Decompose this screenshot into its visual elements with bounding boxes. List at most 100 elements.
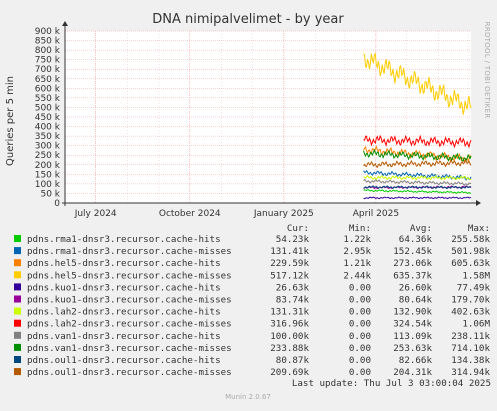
y-tick-label: 800 k <box>35 46 61 56</box>
legend-value: 714.10k <box>451 343 490 354</box>
series-line <box>363 178 472 186</box>
series-line <box>363 185 472 190</box>
legend-swatch <box>14 307 21 315</box>
legend-value: 83.74k <box>276 295 310 306</box>
legend-value: 0.00 <box>349 282 371 293</box>
legend-value: 152.45k <box>393 246 432 257</box>
legend-value: 605.63k <box>451 258 490 269</box>
legend-column-header: Avg: <box>410 223 432 234</box>
legend-value: 2.44k <box>343 270 371 281</box>
series-line <box>363 174 472 181</box>
y-tick-label: 350 k <box>35 132 61 142</box>
legend-value: 1.06M <box>462 319 490 330</box>
legend-value: 82.66k <box>399 355 433 366</box>
legend-value: 0.00 <box>349 367 371 378</box>
legend-value: 1.21k <box>343 258 371 269</box>
legend-value: 1.58M <box>462 270 490 281</box>
y-tick-label: 500 k <box>35 103 61 113</box>
series-line <box>363 134 472 149</box>
legend-value: 26.63k <box>276 282 310 293</box>
legend-value: 233.88k <box>270 343 309 354</box>
y-axis-label: Queries per 5 min <box>5 76 16 166</box>
legend-value: 132.90k <box>393 307 432 318</box>
legend-value: 64.36k <box>399 234 433 245</box>
y-tick-label: 250 k <box>35 151 61 161</box>
y-tick-label: 600 k <box>35 84 61 94</box>
legend-value: 517.12k <box>270 270 309 281</box>
legend-value: 54.23k <box>276 234 310 245</box>
x-tick-label: October 2024 <box>159 209 221 219</box>
legend-swatch <box>14 235 21 242</box>
legend-series-name: pdns.rma1-dnsr3.recursor.cache-misses <box>27 246 232 257</box>
legend-series-name: pdns.lah2-dnsr3.recursor.cache-hits <box>27 307 221 318</box>
legend-series-name: pdns.kuo1-dnsr3.recursor.cache-misses <box>27 295 232 306</box>
legend-value: 179.70k <box>451 295 490 306</box>
legend-value: 253.63k <box>393 343 432 354</box>
legend-swatch <box>14 271 21 279</box>
legend-value: 501.98k <box>451 246 490 257</box>
legend-series-name: pdns.oul1-dnsr3.recursor.cache-misses <box>27 367 232 378</box>
legend-value: 113.09k <box>393 331 432 342</box>
legend-series-name: pdns.van1-dnsr3.recursor.cache-misses <box>27 343 232 354</box>
y-tick-label: 550 k <box>35 94 61 104</box>
y-tick-label: 0 <box>54 199 60 209</box>
y-tick-label: 750 k <box>35 56 61 66</box>
legend-series-name: pdns.lah2-dnsr3.recursor.cache-misses <box>27 319 232 330</box>
legend-series-name: pdns.van1-dnsr3.recursor.cache-hits <box>27 331 221 342</box>
legend-value: 134.38k <box>451 355 490 366</box>
legend-series-name: pdns.oul1-dnsr3.recursor.cache-hits <box>27 355 221 366</box>
legend-swatch <box>14 247 21 255</box>
legend-swatch <box>14 343 21 351</box>
legend-value: 131.41k <box>270 246 309 257</box>
series-line <box>363 52 472 115</box>
series-line <box>363 196 472 200</box>
legend-value: 131.31k <box>270 307 309 318</box>
legend-value: 0.00 <box>349 319 371 330</box>
legend-value: 77.49k <box>457 282 491 293</box>
legend-value: 204.31k <box>393 367 432 378</box>
munin-version: Munin 2.0.67 <box>225 393 271 401</box>
x-tick-label: January 2025 <box>253 209 314 219</box>
y-tick-label: 400 k <box>35 123 61 133</box>
legend-value: 273.06k <box>393 258 432 269</box>
x-tick-labels: July 2024 October 2024 January 2025 April 2… <box>74 209 399 219</box>
legend-value: 80.64k <box>399 295 433 306</box>
y-gridlines <box>65 30 471 194</box>
legend-value: 80.87k <box>276 355 310 366</box>
legend-series-name: pdns.kuo1-dnsr3.recursor.cache-hits <box>27 282 221 293</box>
legend-column-header: Max: <box>468 223 490 234</box>
legend-value: 100.00k <box>270 331 309 342</box>
legend-value: 229.59k <box>270 258 309 269</box>
y-tick-label: 650 k <box>35 75 61 85</box>
legend-column-header: Cur: <box>287 223 309 234</box>
legend-value: 314.94k <box>451 367 490 378</box>
y-tick-label: 150 k <box>35 170 61 180</box>
legend-value: 2.95k <box>343 246 371 257</box>
legend-series-name: pdns.rma1-dnsr3.recursor.cache-hits <box>27 234 221 245</box>
legend-value: 0.00 <box>349 355 371 366</box>
y-tick-label: 50 k <box>40 189 60 199</box>
y-tick-label: 100 k <box>35 180 61 190</box>
legend-value: 26.60k <box>399 282 433 293</box>
x-axis-arrow <box>476 200 481 206</box>
legend-value: 255.58k <box>451 234 490 245</box>
legend-value: 0.00 <box>349 295 371 306</box>
x-tick-label: July 2024 <box>74 209 117 219</box>
y-tick-label: 700 k <box>35 65 61 75</box>
legend-value: 316.96k <box>270 319 309 330</box>
legend-value: 238.11k <box>451 331 490 342</box>
y-tick-label: 450 k <box>35 113 61 123</box>
y-tick-label: 900 k <box>35 27 61 37</box>
legend: Cur: Min: Avg: Max: pdns.rma1-dnsr3.recursor… <box>14 223 490 378</box>
legend-swatch <box>14 356 21 363</box>
legend-value: 0.00 <box>349 307 371 318</box>
axes <box>62 21 481 206</box>
legend-swatch <box>14 283 21 291</box>
y-axis-arrow <box>62 21 68 26</box>
series-lines <box>363 52 472 200</box>
legend-value: 402.63k <box>451 307 490 318</box>
legend-column-header: Min: <box>349 223 371 234</box>
legend-swatch <box>14 259 21 267</box>
